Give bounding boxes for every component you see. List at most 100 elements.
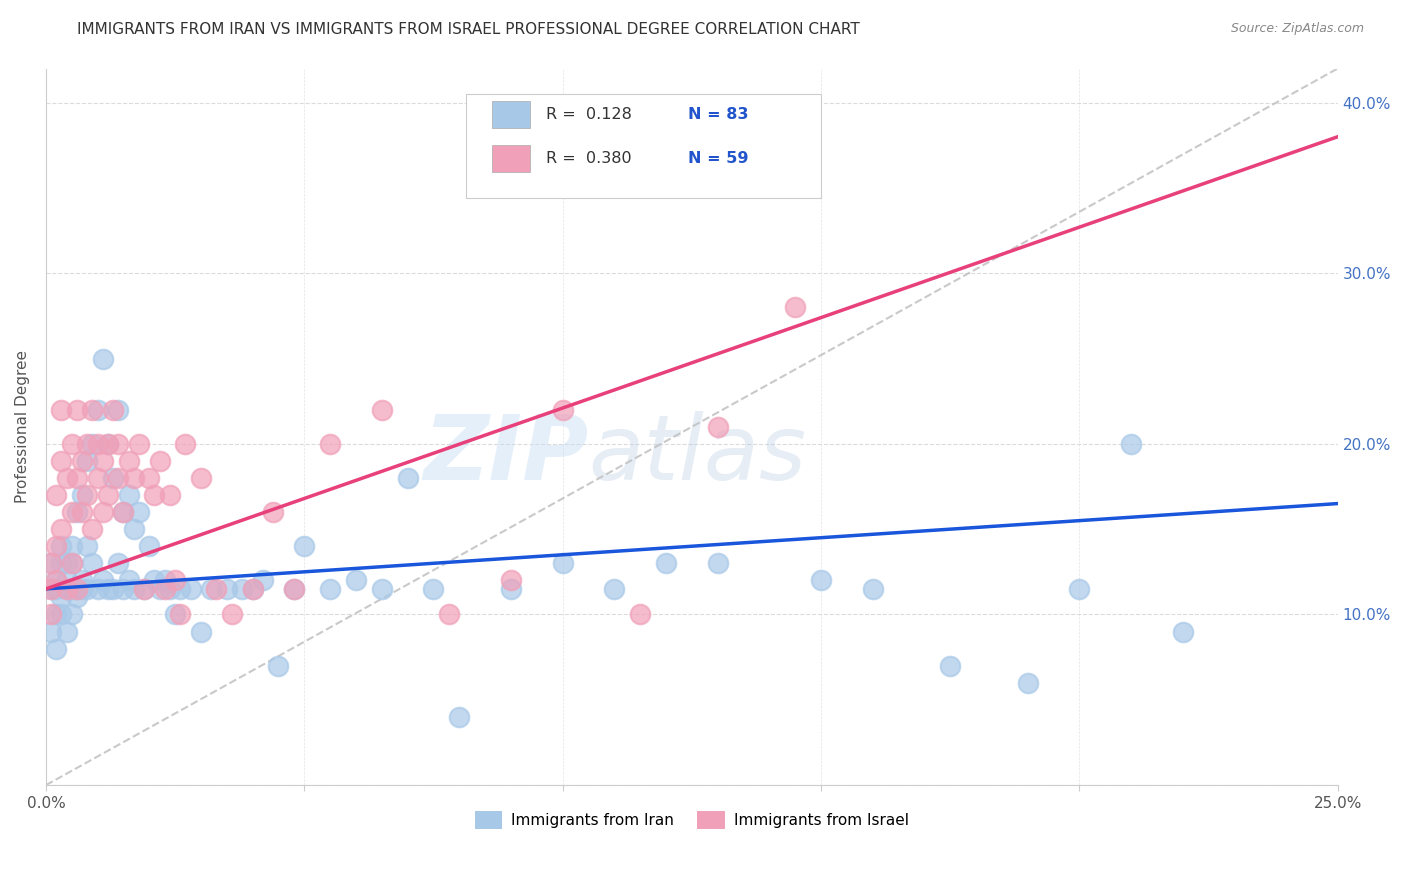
- Point: [165, 574, 187, 588]
- Point: [39, 556, 62, 570]
- Point: [551, 556, 574, 570]
- Point: [60, 556, 83, 570]
- Point: [86, 402, 108, 417]
- Point: [45, 539, 67, 553]
- Point: [82, 437, 104, 451]
- Point: [862, 582, 884, 596]
- Point: [45, 607, 67, 622]
- Point: [267, 658, 290, 673]
- Point: [499, 582, 522, 596]
- Point: [60, 582, 83, 596]
- Point: [242, 582, 264, 596]
- Point: [82, 556, 104, 570]
- Point: [1119, 437, 1142, 451]
- Point: [122, 522, 145, 536]
- Point: [76, 437, 98, 451]
- Point: [153, 574, 176, 588]
- Point: [70, 505, 93, 519]
- Point: [396, 471, 419, 485]
- Point: [283, 582, 305, 596]
- Y-axis label: Professional Degree: Professional Degree: [15, 351, 30, 503]
- Point: [45, 574, 67, 588]
- Point: [97, 582, 120, 596]
- Point: [39, 582, 62, 596]
- Point: [112, 505, 135, 519]
- Point: [344, 574, 367, 588]
- Point: [55, 574, 77, 588]
- Point: [51, 556, 73, 570]
- Point: [51, 539, 73, 553]
- Point: [603, 582, 626, 596]
- Point: [159, 582, 181, 596]
- Text: N = 59: N = 59: [688, 152, 748, 166]
- Text: R =  0.380: R = 0.380: [546, 152, 631, 166]
- Point: [91, 454, 114, 468]
- Point: [51, 402, 73, 417]
- Point: [76, 488, 98, 502]
- Point: [138, 471, 160, 485]
- Point: [422, 582, 444, 596]
- Legend: Immigrants from Iran, Immigrants from Israel: Immigrants from Iran, Immigrants from Is…: [468, 805, 915, 835]
- Point: [91, 574, 114, 588]
- Point: [51, 454, 73, 468]
- Point: [128, 505, 150, 519]
- Point: [122, 471, 145, 485]
- Point: [107, 471, 129, 485]
- Point: [60, 437, 83, 451]
- Point: [1017, 675, 1039, 690]
- Point: [55, 582, 77, 596]
- FancyBboxPatch shape: [492, 145, 530, 172]
- Text: N = 83: N = 83: [688, 107, 748, 122]
- FancyBboxPatch shape: [465, 94, 821, 197]
- Point: [292, 539, 315, 553]
- Point: [252, 574, 274, 588]
- Point: [86, 471, 108, 485]
- Point: [60, 556, 83, 570]
- Point: [82, 522, 104, 536]
- Point: [60, 539, 83, 553]
- Point: [51, 607, 73, 622]
- Point: [449, 710, 471, 724]
- Point: [91, 351, 114, 366]
- Point: [66, 582, 89, 596]
- Point: [107, 402, 129, 417]
- Point: [112, 505, 135, 519]
- Point: [117, 574, 139, 588]
- Point: [706, 419, 728, 434]
- Point: [101, 402, 124, 417]
- Point: [91, 505, 114, 519]
- Point: [149, 582, 172, 596]
- Point: [70, 454, 93, 468]
- Point: [190, 624, 212, 639]
- Text: R =  0.128: R = 0.128: [546, 107, 631, 122]
- Point: [60, 607, 83, 622]
- Point: [39, 624, 62, 639]
- Point: [45, 582, 67, 596]
- Point: [551, 402, 574, 417]
- Point: [86, 437, 108, 451]
- Text: ZIP: ZIP: [423, 411, 589, 500]
- Point: [101, 582, 124, 596]
- Point: [117, 488, 139, 502]
- Point: [76, 582, 98, 596]
- Point: [200, 582, 222, 596]
- Point: [107, 556, 129, 570]
- Point: [939, 658, 962, 673]
- Point: [371, 582, 394, 596]
- Point: [138, 539, 160, 553]
- Point: [655, 556, 678, 570]
- Point: [66, 471, 89, 485]
- Point: [437, 607, 460, 622]
- Point: [205, 582, 228, 596]
- Point: [39, 582, 62, 596]
- Point: [165, 607, 187, 622]
- Point: [82, 402, 104, 417]
- Point: [55, 624, 77, 639]
- Point: [215, 582, 238, 596]
- Point: [86, 582, 108, 596]
- Point: [97, 437, 120, 451]
- Text: atlas: atlas: [589, 411, 807, 500]
- Point: [153, 582, 176, 596]
- Point: [283, 582, 305, 596]
- Text: Source: ZipAtlas.com: Source: ZipAtlas.com: [1230, 22, 1364, 36]
